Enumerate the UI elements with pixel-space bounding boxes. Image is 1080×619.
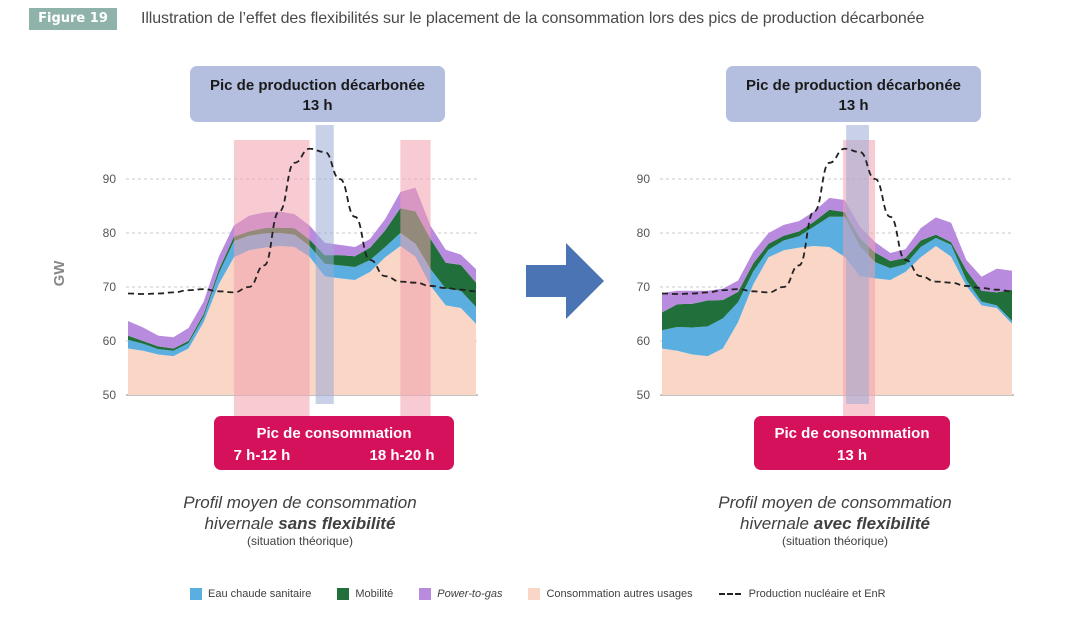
figure-badge: Figure 19 <box>29 8 117 30</box>
left-cons-box-right: 18 h-20 h <box>369 447 434 464</box>
left-ytick-60: 60 <box>103 334 117 348</box>
right-caption-line3: (situation théorique) <box>781 534 889 548</box>
right-ytick-90: 90 <box>637 172 651 186</box>
right-ytick-60: 60 <box>637 334 651 348</box>
left-caption: Profil moyen de consommation hivernale s… <box>150 492 450 549</box>
right-area-mobilite <box>662 209 1012 331</box>
right-chart: 50 60 70 80 90 Pic de production décarbonée 13… <box>637 66 1014 470</box>
left-caption-line1: Profil moyen de consommation <box>183 493 417 512</box>
right-caption: Profil moyen de consommation hivernale a… <box>685 492 985 549</box>
right-ytick-80: 80 <box>637 226 651 240</box>
right-cons-box-line1: Pic de consommation <box>774 425 929 442</box>
right-prod-box-line2: 13 h <box>838 97 868 114</box>
left-ytick-50: 50 <box>103 388 117 402</box>
left-cons-box-left: 7 h-12 h <box>234 447 291 464</box>
legend-item-production: Production nucléaire et EnR <box>718 588 886 600</box>
left-cons-box <box>214 416 454 470</box>
chart-legend: Eau chaude sanitaire Mobilité Power-to-g… <box>190 585 912 603</box>
right-cons-box-line2: 13 h <box>837 447 867 464</box>
right-caption-line1: Profil moyen de consommation <box>718 493 952 512</box>
legend-swatch-mobilite <box>337 588 350 600</box>
legend-label-eau: Eau chaude sanitaire <box>208 588 312 600</box>
right-prod-box <box>726 66 981 122</box>
left-caption-line3: (situation théorique) <box>246 534 354 548</box>
left-prod-box-line2: 13 h <box>302 97 332 114</box>
right-ytick-70: 70 <box>637 280 651 294</box>
legend-item-power: Power-to-gas <box>419 588 502 600</box>
left-ytick-70: 70 <box>103 280 117 294</box>
left-prod-box-line1: Pic de production décarbonée <box>210 77 425 94</box>
right-caption-bold: avec flexibilité <box>813 514 930 533</box>
transition-arrow <box>526 243 604 319</box>
right-production-line <box>661 147 1013 295</box>
legend-label-mobilite: Mobilité <box>355 588 394 600</box>
legend-item-mobilite: Mobilité <box>337 588 393 600</box>
legend-label-autres: Consommation autres usages <box>546 588 693 600</box>
legend-swatch-eau <box>190 588 202 600</box>
right-caption-line2: hivernale avec flexibilité <box>740 514 930 533</box>
left-band-production-1 <box>315 125 334 404</box>
right-cons-box <box>754 416 950 470</box>
legend-label-power: Power-to-gas <box>437 588 503 600</box>
y-axis-label: GW <box>51 260 68 287</box>
left-cons-box-line1: Pic de consommation <box>256 425 411 442</box>
right-area-eau <box>662 216 1012 357</box>
legend-item-eau: Eau chaude sanitaire <box>190 588 311 600</box>
legend-swatch-autres <box>528 588 541 600</box>
left-production-line <box>127 147 477 295</box>
right-prod-box-line1: Pic de production décarbonée <box>746 77 961 94</box>
left-prod-box <box>190 66 445 122</box>
legend-item-autres: Consommation autres usages <box>528 588 693 600</box>
legend-swatch-power <box>419 588 432 600</box>
right-ytick-50: 50 <box>637 388 651 402</box>
figure-title: Illustration de l’effet des flexibilités… <box>141 10 925 27</box>
right-area-power <box>662 197 1012 313</box>
left-caption-line2: hivernale sans flexibilité <box>204 514 396 533</box>
left-caption-bold: sans flexibilité <box>278 514 396 533</box>
left-ytick-90: 90 <box>103 172 117 186</box>
right-area-autres <box>662 245 1012 395</box>
legend-label-production: Production nucléaire et EnR <box>748 588 886 600</box>
legend-swatch-production <box>718 593 741 595</box>
left-ytick-80: 80 <box>103 226 117 240</box>
right-band-production-1 <box>846 125 869 404</box>
left-band-consommation-0 <box>233 140 310 425</box>
left-chart: 50 60 70 80 90 GW Pic de production décarbonée… <box>51 66 478 470</box>
